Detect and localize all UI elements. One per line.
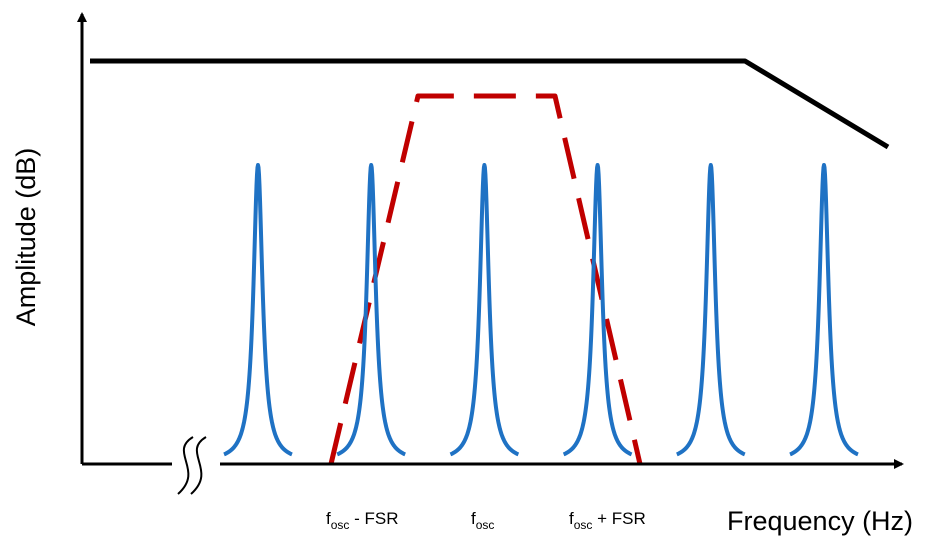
marker-subscript: osc bbox=[476, 518, 495, 532]
axis-break-icon bbox=[177, 436, 207, 495]
comb-peak-6 bbox=[788, 163, 860, 457]
comb-peak-3 bbox=[448, 163, 520, 457]
x-axis-title: Frequency (Hz) bbox=[727, 506, 913, 536]
marker-label-fosc: fosc bbox=[471, 509, 494, 532]
marker-base: f bbox=[471, 509, 476, 528]
comb-peak-2 bbox=[335, 163, 407, 457]
marker-subscript: osc bbox=[574, 518, 593, 532]
y-axis-title: Amplitude (dB) bbox=[11, 148, 41, 327]
marker-suffix: + FSR bbox=[592, 509, 645, 528]
marker-label-fosc-plus-fsr: fosc + FSR bbox=[569, 509, 646, 532]
marker-base: f bbox=[326, 509, 331, 528]
comb-peak-5 bbox=[675, 163, 747, 457]
marker-suffix: - FSR bbox=[349, 509, 398, 528]
marker-subscript: osc bbox=[331, 518, 350, 532]
marker-base: f bbox=[569, 509, 574, 528]
marker-label-fosc-minus-fsr: fosc - FSR bbox=[326, 509, 399, 532]
comb-peak-4 bbox=[562, 163, 634, 457]
comb-peaks-group bbox=[222, 163, 860, 457]
comb-peak-1 bbox=[222, 163, 294, 457]
gain-envelope-line bbox=[90, 58, 890, 150]
